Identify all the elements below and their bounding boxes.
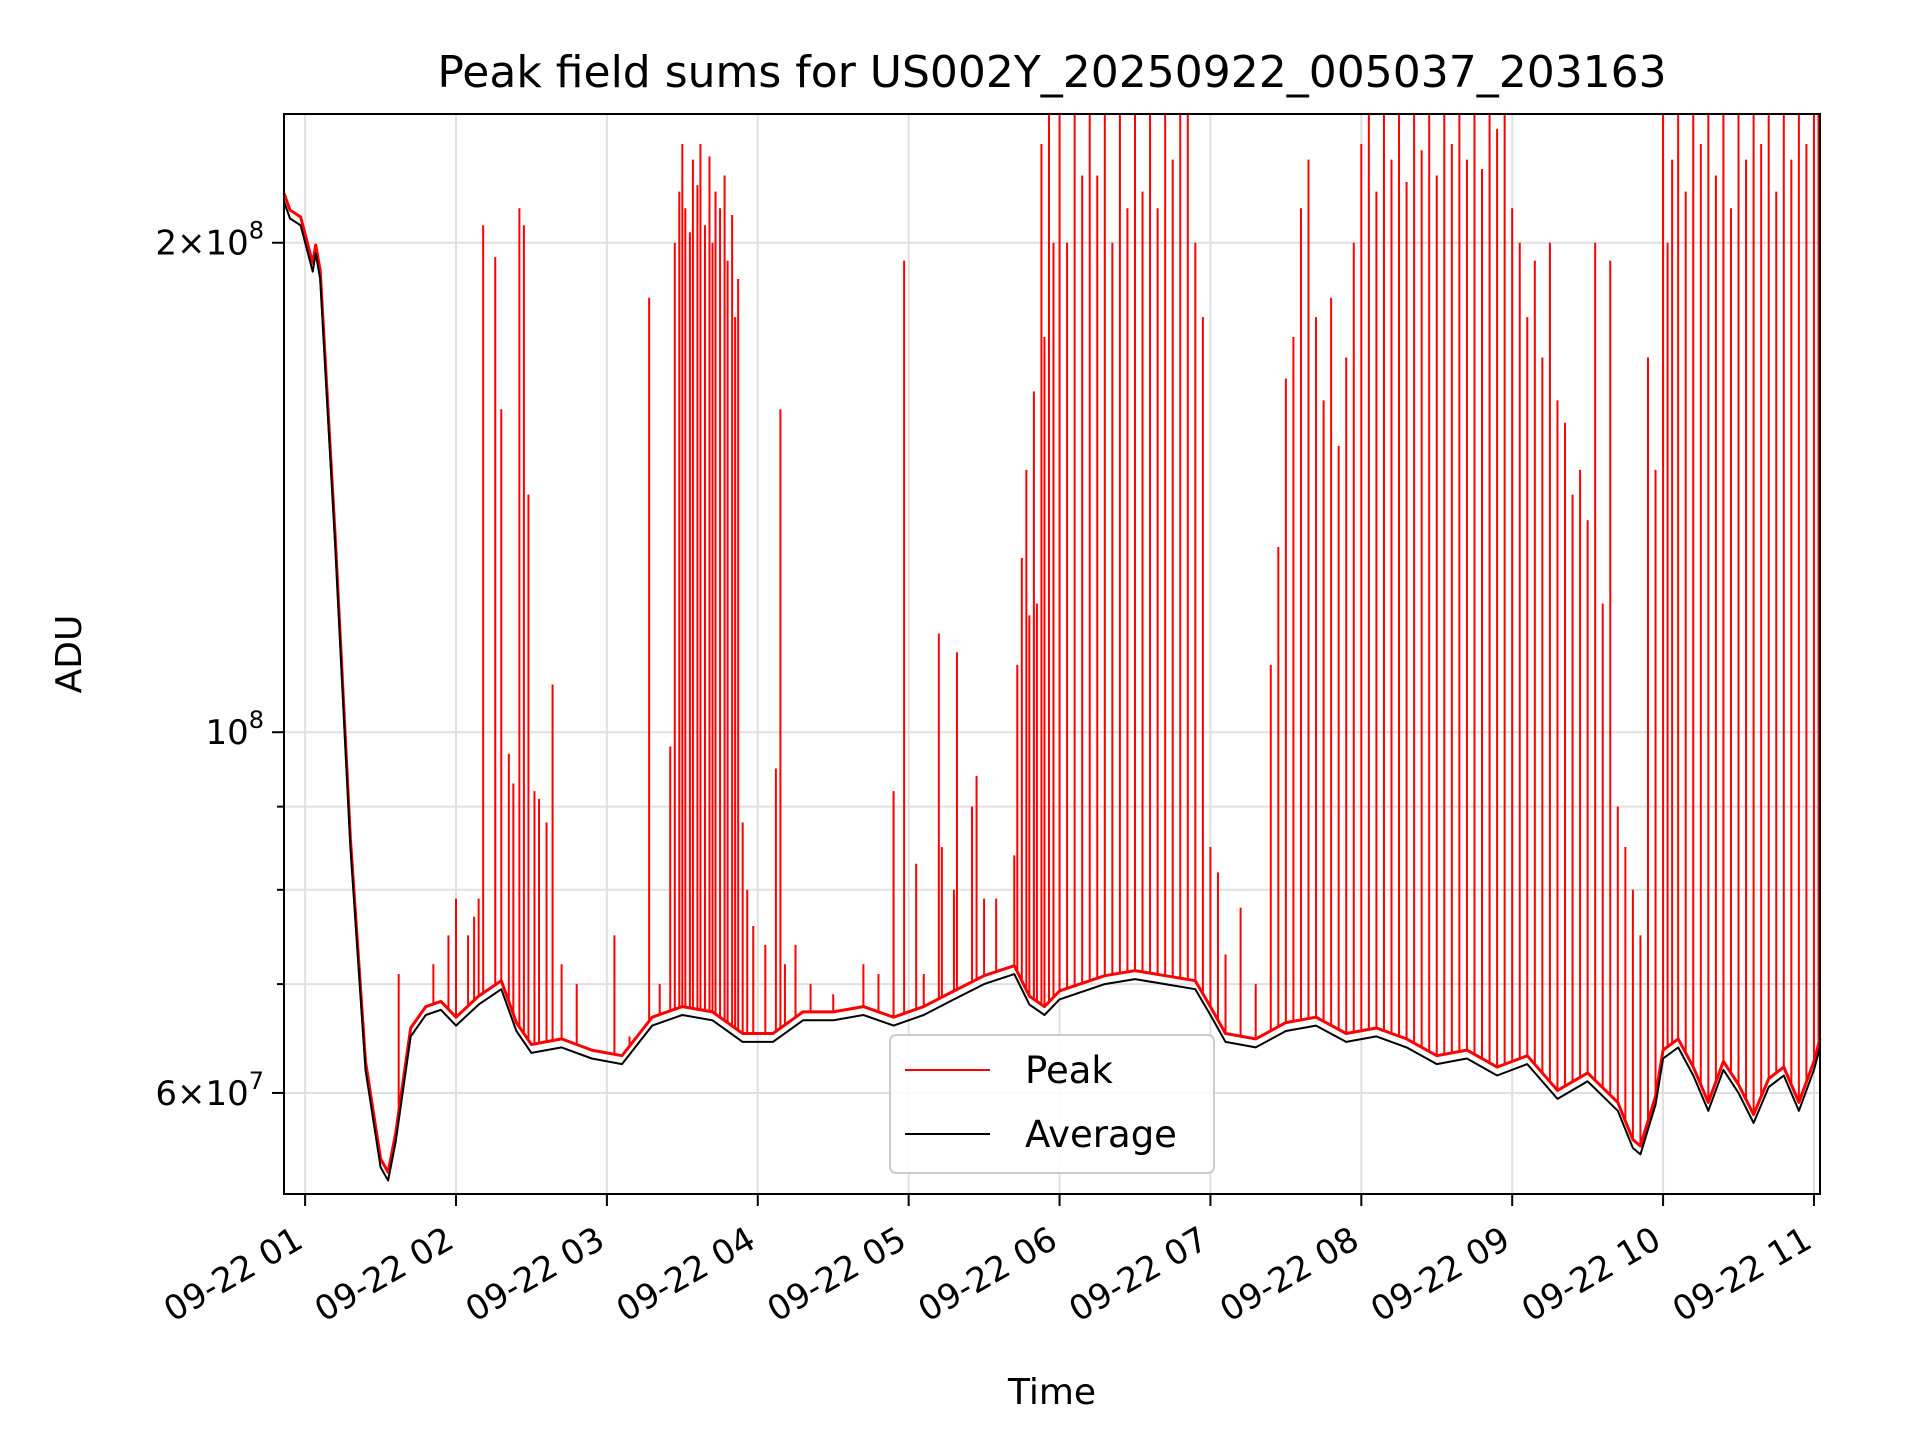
y-axis-label: ADU	[49, 615, 90, 694]
legend-average-label: Average	[1025, 1113, 1177, 1156]
y-tick-label: 6×107	[155, 1067, 264, 1114]
legend: Peak Average	[889, 1034, 1215, 1174]
chart-title: Peak field sums for US002Y_20250922_0050…	[437, 47, 1666, 98]
legend-peak-label: Peak	[1025, 1049, 1113, 1092]
series-layer	[282, 115, 1822, 1182]
average-series-line	[283, 201, 1821, 1182]
y-tick-label: 2×108	[155, 217, 264, 264]
x-axis-label: Time	[1007, 1372, 1096, 1413]
y-tick-label: 108	[205, 706, 264, 753]
plot-frame	[283, 113, 1821, 1195]
peak-series-line	[282, 192, 1822, 1174]
